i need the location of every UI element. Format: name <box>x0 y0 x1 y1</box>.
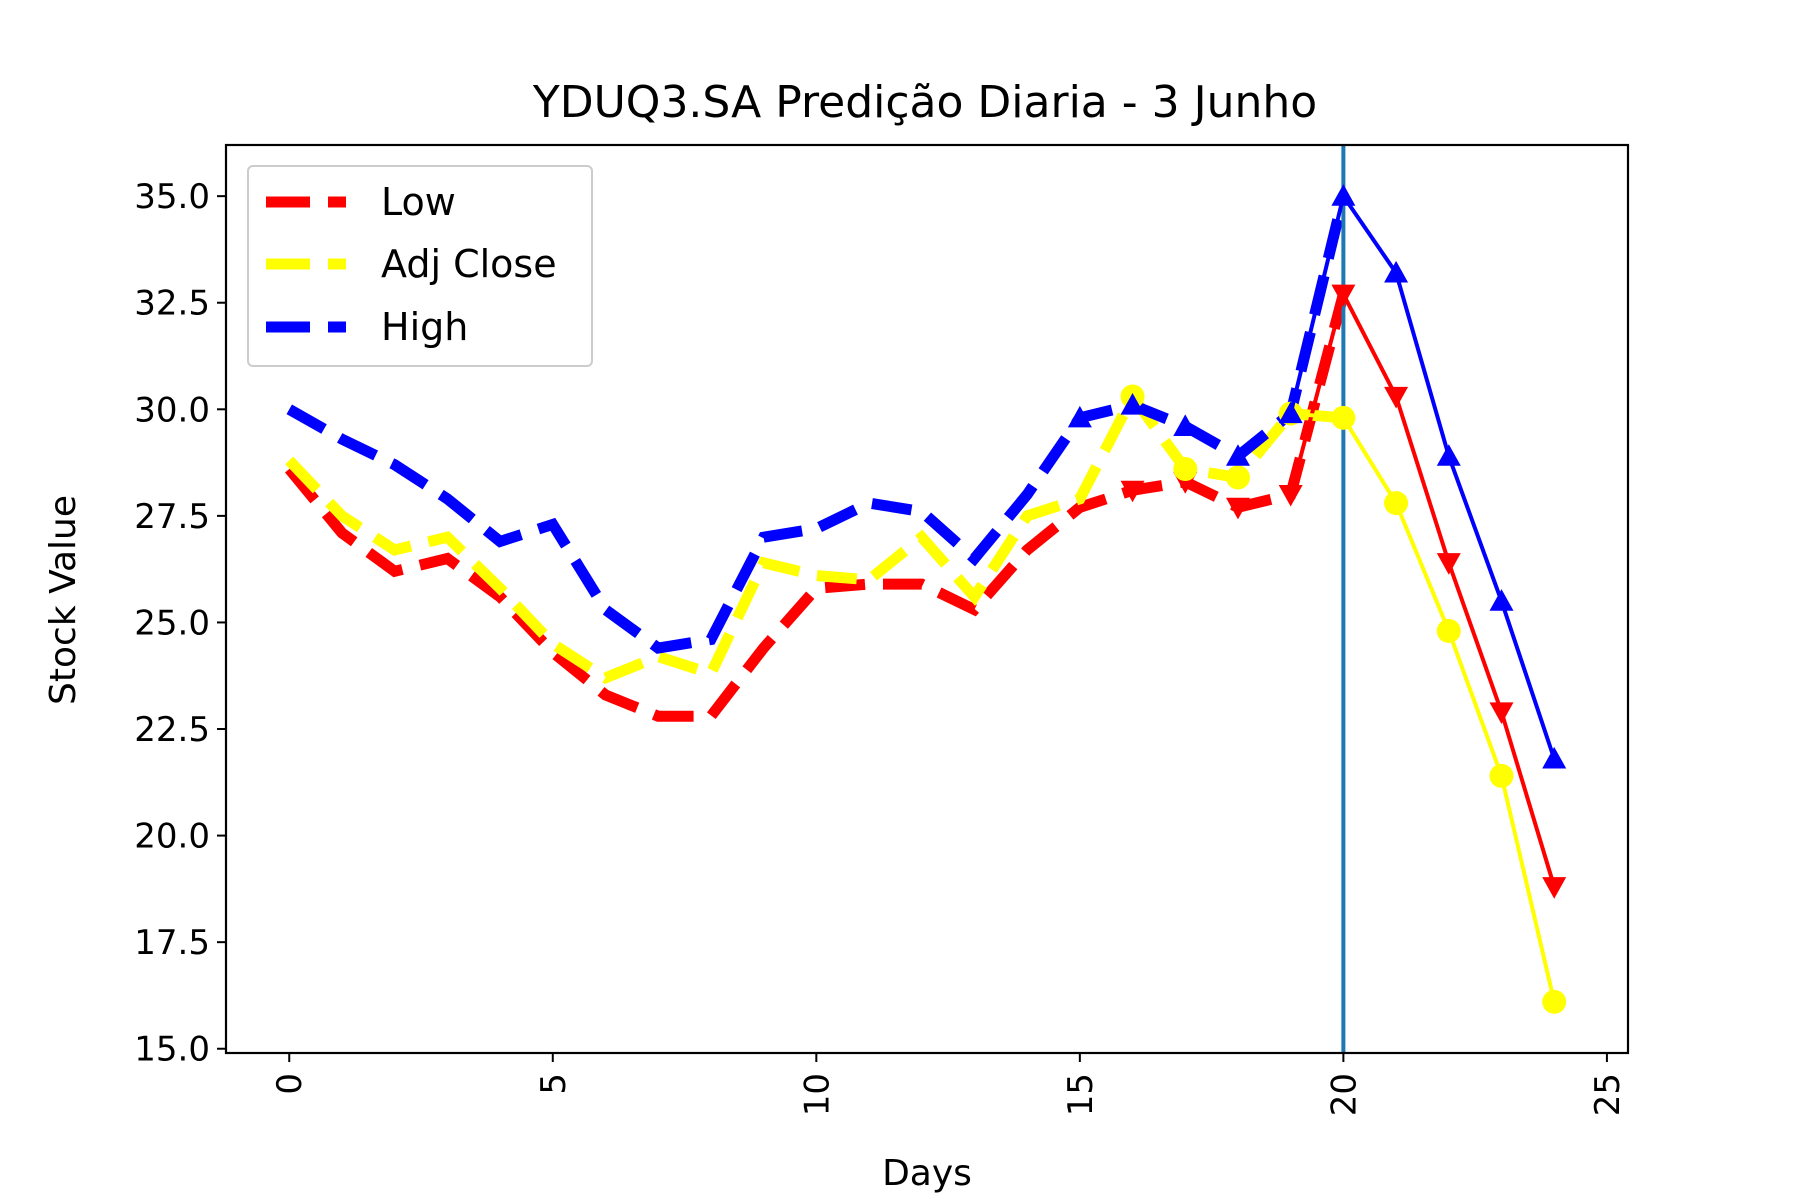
x-axis-ticks: 0 5 10 15 20 25 <box>270 1053 1628 1116</box>
series-line-high-predicted <box>1288 191 1557 760</box>
point-adj-close-23 <box>1489 763 1514 788</box>
y-tick-label: 15.0 <box>134 1030 210 1070</box>
point-high-18 <box>1225 444 1250 466</box>
y-tick-label: 32.5 <box>134 284 210 324</box>
chart-title: YDUQ3.SA Predição Diaria - 3 Junho <box>532 77 1317 128</box>
point-high-21 <box>1384 260 1409 283</box>
x-tick-label: 25 <box>1588 1073 1628 1116</box>
y-tick-label: 22.5 <box>134 710 210 750</box>
legend-label-low: Low <box>381 180 456 224</box>
y-tick-label: 27.5 <box>134 497 210 537</box>
x-tick-label: 20 <box>1324 1073 1364 1116</box>
x-tick-label: 5 <box>534 1073 574 1095</box>
point-adj-close-22 <box>1436 618 1461 643</box>
point-adj-close-17 <box>1173 456 1198 481</box>
x-tick-label: 0 <box>270 1073 310 1095</box>
point-low-16 <box>1120 480 1145 503</box>
point-low-20 <box>1331 284 1356 307</box>
y-tick-label: 35.0 <box>134 177 210 217</box>
point-adj-close-24 <box>1542 989 1567 1014</box>
point-low-24 <box>1542 877 1567 899</box>
point-low-22 <box>1436 553 1461 575</box>
plot-marks <box>285 145 1567 1053</box>
x-axis-label: Days <box>882 1153 972 1194</box>
point-high-22 <box>1436 444 1461 466</box>
legend: Low Adj Close High <box>247 165 593 367</box>
point-high-23 <box>1489 589 1514 611</box>
point-low-21 <box>1384 386 1409 409</box>
point-high-16 <box>1120 393 1145 415</box>
y-tick-label: 30.0 <box>134 390 210 430</box>
plot-frame <box>224 143 1630 1055</box>
series-line-high-historical <box>286 194 1349 654</box>
point-adj-close-18 <box>1225 465 1250 490</box>
point-low-23 <box>1489 702 1514 724</box>
point-low-18 <box>1225 497 1250 520</box>
x-tick-label: 15 <box>1061 1073 1101 1116</box>
y-tick-label: 25.0 <box>134 603 210 643</box>
y-tick-label: 20.0 <box>134 817 210 857</box>
x-tick-label: 10 <box>797 1073 837 1116</box>
series-line-low-predicted <box>1288 288 1557 888</box>
point-high-20 <box>1331 184 1356 206</box>
point-high-19 <box>1278 401 1303 424</box>
point-adj-close-20 <box>1331 405 1356 430</box>
legend-label-adj-close: Adj Close <box>381 242 557 286</box>
point-high-17 <box>1173 414 1198 436</box>
y-axis-ticks: 15.0 17.5 20.0 22.5 25.0 27.5 30.0 32.5 35.0 <box>134 177 226 1070</box>
y-axis-label: Stock Value <box>43 495 84 705</box>
series-line-adj-close-historical <box>285 386 1344 685</box>
point-high-24 <box>1542 746 1567 769</box>
point-adj-close-21 <box>1384 491 1409 516</box>
point-high-15 <box>1067 405 1092 428</box>
point-low-19 <box>1278 484 1303 507</box>
legend-label-high: High <box>381 305 468 349</box>
y-tick-label: 17.5 <box>134 923 210 963</box>
legend-box <box>247 165 593 367</box>
